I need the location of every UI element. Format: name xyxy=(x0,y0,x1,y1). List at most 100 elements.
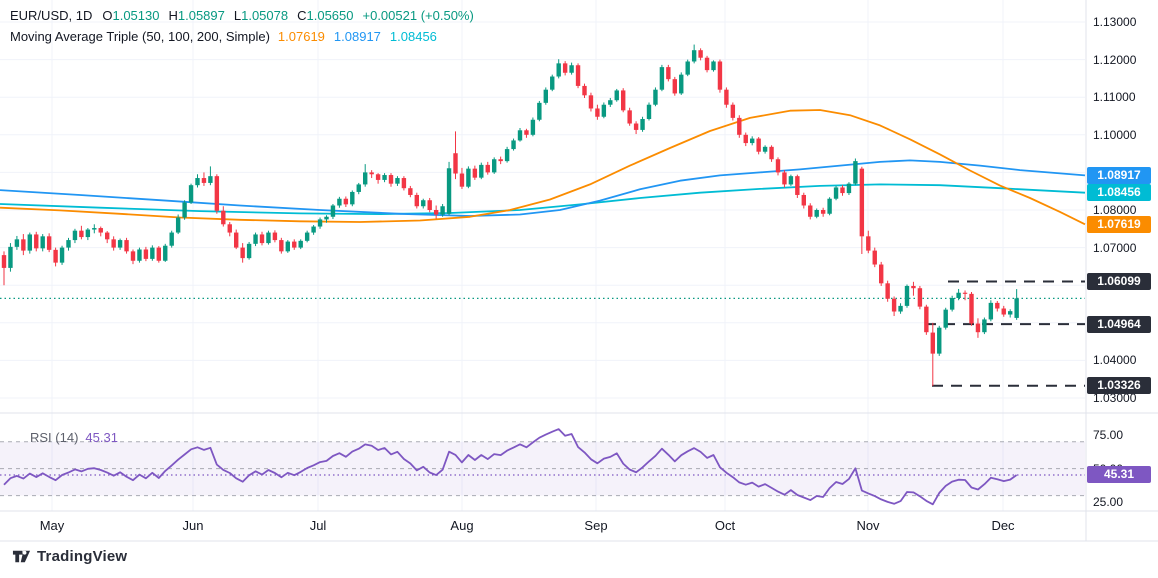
candle-body xyxy=(1014,298,1019,318)
candle-body xyxy=(143,249,149,259)
candle-body xyxy=(117,240,123,248)
candle-body xyxy=(111,239,116,248)
rsi-legend-title[interactable]: RSI (14) xyxy=(30,430,79,445)
candle-body xyxy=(762,146,768,152)
time-axis-label: Oct xyxy=(714,518,736,533)
candle-body xyxy=(427,200,432,210)
rsi-legend: RSI (14) 45.31 xyxy=(30,430,118,445)
candle-body xyxy=(614,90,619,101)
rsi-line[interactable] xyxy=(3,428,1018,506)
candle-body xyxy=(98,228,103,233)
candle-body xyxy=(917,288,923,307)
candle-body xyxy=(717,61,723,90)
candle-body xyxy=(924,306,929,333)
candle-body xyxy=(550,76,555,90)
candle-body xyxy=(666,67,671,80)
candle-body xyxy=(982,319,987,333)
candle-body xyxy=(788,176,794,185)
candle-body xyxy=(685,61,690,75)
ohlc-close: C1.05650 xyxy=(297,8,354,23)
price-axis[interactable]: 1.13000 1.12000 1.11000 1.10000 1.08000 1.070… xyxy=(1086,0,1158,541)
ma100-value: 1.08917 xyxy=(333,29,381,44)
candle-body xyxy=(46,236,52,250)
candle-body xyxy=(962,292,968,294)
candle-body xyxy=(234,232,239,248)
candle-body xyxy=(737,117,742,135)
ohlc-open: O1.05130 xyxy=(102,8,160,23)
candle-body xyxy=(130,251,136,261)
price-badge: 1.08917 xyxy=(1087,167,1151,185)
tradingview-logo[interactable]: TradingView xyxy=(12,547,127,566)
ma-legend-title[interactable]: Moving Average Triple (50, 100, 200, Sim… xyxy=(10,29,270,44)
candle-body xyxy=(782,172,787,185)
candle-body xyxy=(433,210,439,215)
candle-body xyxy=(266,232,271,244)
candle-body xyxy=(105,232,110,240)
symbol-title[interactable]: EUR/USD, 1D xyxy=(10,8,93,23)
candle-body xyxy=(59,247,65,263)
candle-body xyxy=(298,240,303,248)
candle-body xyxy=(466,168,471,187)
candle-body xyxy=(975,323,981,333)
candle-body xyxy=(633,123,639,130)
candle-body xyxy=(995,302,1000,309)
candle-body xyxy=(879,264,884,284)
candle-body xyxy=(517,130,523,141)
candle-body xyxy=(369,172,374,175)
time-axis-label: May xyxy=(39,518,65,533)
candle-body xyxy=(672,79,677,94)
ma50-value: 1.07619 xyxy=(277,29,325,44)
candle-body xyxy=(627,110,632,124)
candle-body xyxy=(395,178,400,184)
price-badge: 1.08456 xyxy=(1087,184,1151,202)
candle-body xyxy=(575,65,581,86)
candle-body xyxy=(827,198,832,214)
candle-body xyxy=(498,159,503,162)
ma-200-line[interactable] xyxy=(0,183,1086,215)
price-axis-label: 1.03000 xyxy=(1093,391,1137,405)
candle-body xyxy=(182,202,187,218)
candle-body xyxy=(492,159,497,173)
candle-body xyxy=(911,285,916,289)
candle-body xyxy=(543,89,548,103)
candle-body xyxy=(885,283,890,299)
rsi-axis-label: 25.00 xyxy=(1093,495,1124,510)
candle-body xyxy=(562,63,568,73)
candle-body xyxy=(163,245,168,261)
candle-body xyxy=(930,332,935,354)
candle-body xyxy=(208,176,213,183)
candle-body xyxy=(259,234,265,244)
candle-body xyxy=(472,168,478,178)
candle-body xyxy=(363,172,368,185)
candle-body xyxy=(943,309,948,328)
price-axis-label: 1.10000 xyxy=(1093,127,1137,142)
candle-body xyxy=(485,164,490,173)
candle-body xyxy=(801,194,806,206)
candle-body xyxy=(1,255,7,268)
candle-body xyxy=(769,146,774,160)
ma-50-line[interactable] xyxy=(0,109,1086,226)
ma-100-line[interactable] xyxy=(0,159,1086,217)
candle-body xyxy=(421,200,426,207)
candle-body xyxy=(595,108,600,117)
candle-body xyxy=(53,249,58,263)
tradingview-logo-icon xyxy=(12,550,31,563)
price-axis-label: 1.04000 xyxy=(1093,353,1137,368)
candle-body xyxy=(833,187,839,199)
price-pane[interactable] xyxy=(0,0,1085,413)
candle-body xyxy=(756,138,761,152)
time-axis-label: Jun xyxy=(182,518,204,533)
candle-body xyxy=(21,239,26,251)
rsi-badge: 45.31 xyxy=(1087,466,1151,484)
candle-body xyxy=(691,50,697,62)
time-axis[interactable]: May Jun Jul Aug Sep Oct Nov Dec xyxy=(0,513,1086,540)
candle-body xyxy=(937,327,942,354)
candle-body xyxy=(85,229,91,238)
candle-body xyxy=(588,95,594,109)
candle-body xyxy=(679,74,684,94)
candle-body xyxy=(956,292,961,298)
candle-body xyxy=(195,178,200,186)
rsi-pane[interactable] xyxy=(0,413,1085,511)
